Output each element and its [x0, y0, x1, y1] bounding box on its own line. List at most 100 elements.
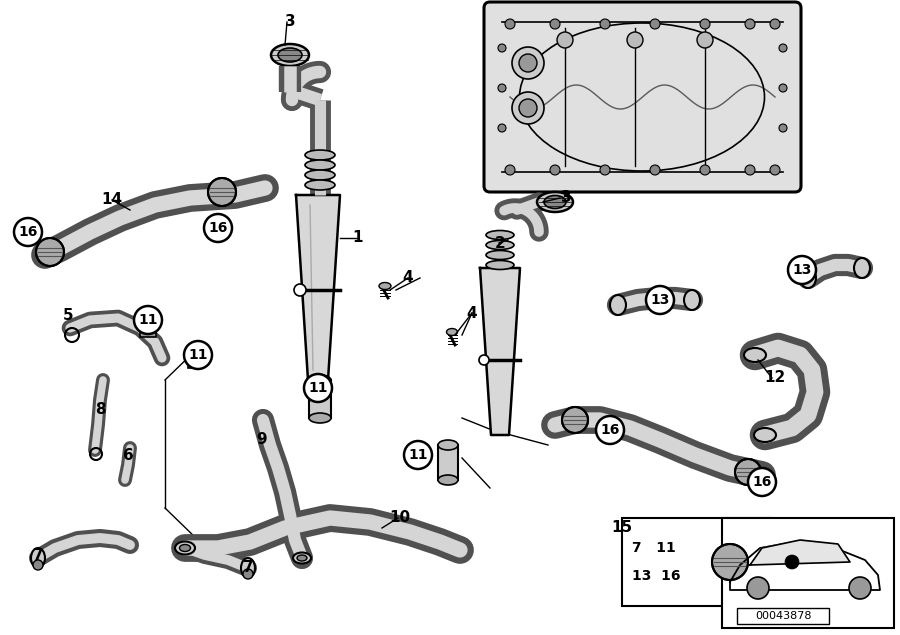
Text: 11: 11 — [139, 313, 158, 327]
Circle shape — [134, 306, 162, 334]
Ellipse shape — [305, 160, 335, 170]
Circle shape — [550, 165, 560, 175]
Circle shape — [512, 92, 544, 124]
Circle shape — [519, 99, 537, 117]
Text: 3: 3 — [284, 15, 295, 29]
Text: 8: 8 — [94, 403, 105, 417]
Bar — [722, 518, 894, 628]
Ellipse shape — [305, 170, 335, 180]
Text: 2: 2 — [495, 236, 506, 250]
Polygon shape — [296, 195, 340, 380]
Ellipse shape — [854, 258, 870, 278]
Ellipse shape — [271, 44, 309, 66]
Text: 5: 5 — [63, 309, 73, 323]
Ellipse shape — [486, 260, 514, 269]
FancyBboxPatch shape — [484, 2, 801, 192]
Text: 16: 16 — [208, 221, 228, 235]
Ellipse shape — [309, 375, 331, 385]
Circle shape — [700, 19, 710, 29]
Ellipse shape — [544, 196, 566, 208]
Text: 13: 13 — [651, 293, 670, 307]
Circle shape — [519, 54, 537, 72]
Ellipse shape — [486, 231, 514, 239]
Ellipse shape — [31, 548, 45, 568]
Circle shape — [204, 214, 232, 242]
Bar — [309, 380, 331, 418]
Ellipse shape — [537, 192, 573, 212]
Text: 16: 16 — [600, 423, 620, 437]
Text: 7: 7 — [243, 559, 253, 575]
Ellipse shape — [309, 413, 331, 423]
Circle shape — [735, 459, 761, 485]
Bar — [737, 608, 829, 624]
Ellipse shape — [175, 542, 195, 554]
Text: 13  16: 13 16 — [632, 569, 680, 583]
Circle shape — [33, 560, 43, 570]
Ellipse shape — [438, 475, 458, 485]
Circle shape — [505, 19, 515, 29]
Text: 7   11: 7 11 — [632, 541, 676, 555]
Circle shape — [650, 19, 660, 29]
Text: 15: 15 — [611, 521, 633, 535]
Circle shape — [498, 124, 506, 132]
Circle shape — [700, 165, 710, 175]
Text: 00043878: 00043878 — [755, 611, 811, 621]
Circle shape — [304, 374, 332, 402]
Text: 16: 16 — [752, 475, 771, 489]
Circle shape — [849, 577, 871, 599]
Text: 11: 11 — [409, 448, 428, 462]
Circle shape — [770, 19, 780, 29]
Circle shape — [479, 355, 489, 365]
Circle shape — [748, 468, 776, 496]
Circle shape — [294, 284, 306, 296]
Circle shape — [498, 44, 506, 52]
Ellipse shape — [305, 150, 335, 160]
Text: 16: 16 — [18, 225, 38, 239]
Bar — [140, 325, 156, 337]
Ellipse shape — [486, 241, 514, 250]
Circle shape — [243, 569, 253, 579]
Bar — [438, 445, 458, 480]
Circle shape — [646, 286, 674, 314]
Ellipse shape — [610, 295, 626, 315]
Ellipse shape — [379, 283, 391, 290]
Circle shape — [747, 577, 769, 599]
Circle shape — [505, 165, 515, 175]
Circle shape — [562, 407, 588, 433]
Circle shape — [600, 19, 610, 29]
Circle shape — [779, 44, 787, 52]
Circle shape — [600, 165, 610, 175]
Circle shape — [650, 165, 660, 175]
Text: 10: 10 — [390, 511, 410, 526]
Circle shape — [745, 19, 755, 29]
Text: 13: 13 — [792, 263, 812, 277]
Ellipse shape — [800, 268, 816, 288]
Circle shape — [779, 84, 787, 92]
Circle shape — [14, 218, 42, 246]
Circle shape — [779, 124, 787, 132]
Circle shape — [712, 544, 748, 580]
Text: 3: 3 — [561, 190, 572, 206]
Circle shape — [788, 256, 816, 284]
Bar — [622, 518, 772, 606]
Bar — [188, 358, 202, 368]
Ellipse shape — [446, 328, 457, 335]
Circle shape — [404, 441, 432, 469]
Text: 11: 11 — [308, 381, 328, 395]
Polygon shape — [730, 542, 880, 590]
Ellipse shape — [305, 180, 335, 190]
Text: 4: 4 — [402, 271, 413, 286]
Circle shape — [550, 19, 560, 29]
Circle shape — [498, 84, 506, 92]
Ellipse shape — [179, 544, 191, 552]
Circle shape — [512, 47, 544, 79]
Circle shape — [627, 32, 643, 48]
Ellipse shape — [241, 558, 255, 578]
Circle shape — [770, 165, 780, 175]
Text: 12: 12 — [764, 370, 786, 385]
Text: 4: 4 — [467, 305, 477, 321]
Ellipse shape — [684, 290, 700, 310]
Text: 9: 9 — [256, 432, 267, 448]
Circle shape — [36, 238, 64, 266]
Circle shape — [184, 341, 212, 369]
